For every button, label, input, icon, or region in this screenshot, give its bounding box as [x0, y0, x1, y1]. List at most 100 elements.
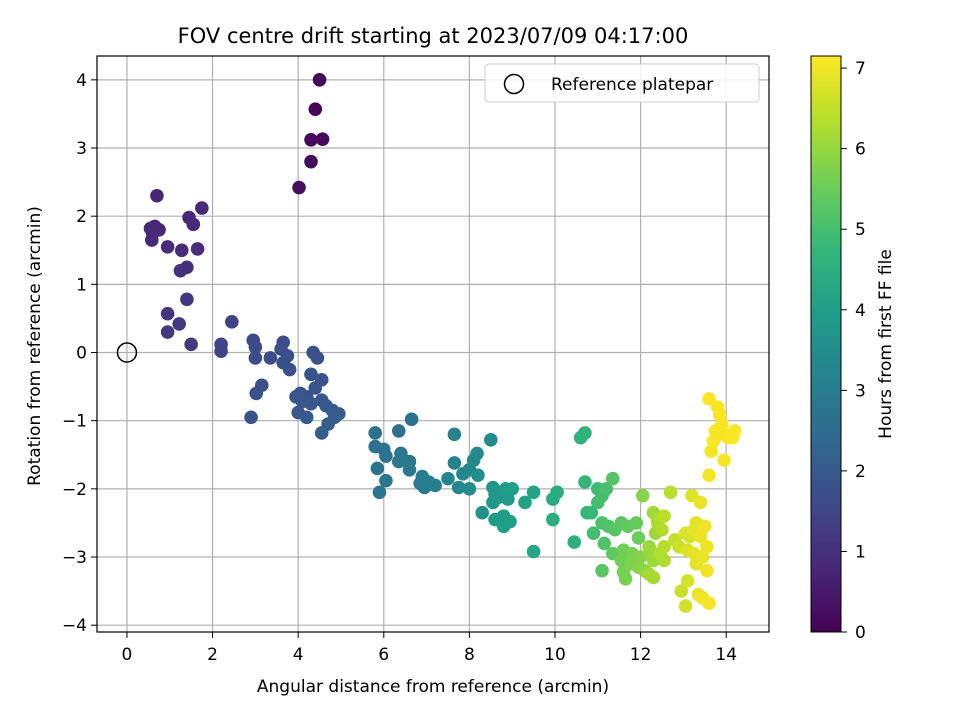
data-point [160, 325, 175, 339]
data-points [143, 73, 742, 613]
data-point [486, 495, 500, 510]
y-tick-label: −4 [62, 616, 87, 636]
data-point [248, 340, 263, 354]
data-point [447, 456, 462, 470]
data-point [404, 412, 419, 427]
data-point [483, 432, 498, 447]
data-point [657, 553, 671, 568]
data-point [526, 485, 541, 500]
legend: Reference platepar [484, 63, 760, 103]
data-point [518, 495, 532, 510]
colorbar-gradient [810, 55, 842, 633]
colorbar-tick-label: 2 [855, 462, 866, 482]
y-tick-label: 0 [76, 344, 87, 364]
y-tick-label: 1 [76, 275, 87, 295]
colorbar-tick-label: 1 [855, 542, 866, 562]
data-point [697, 519, 712, 534]
data-point [172, 317, 186, 331]
data-point [501, 492, 515, 506]
data-point [441, 471, 455, 486]
data-point [584, 505, 599, 520]
data-point [702, 596, 716, 611]
data-point [700, 563, 714, 578]
data-point [505, 482, 519, 496]
data-point [618, 572, 633, 586]
data-point [700, 539, 714, 554]
colorbar-tick-label: 0 [855, 623, 866, 643]
data-point [471, 468, 485, 483]
y-tick-label: −1 [62, 412, 87, 432]
data-point [391, 424, 406, 438]
data-point [379, 473, 393, 488]
data-point [304, 133, 318, 147]
x-tick-label: 2 [207, 645, 218, 665]
data-point [308, 381, 323, 395]
data-point [249, 386, 264, 401]
data-point [678, 599, 693, 613]
data-point [695, 550, 710, 564]
y-axis-ticks: −4 −3 −2 −1 0 1 2 3 4 [62, 71, 97, 636]
y-tick-label: −2 [62, 480, 87, 500]
data-point [372, 485, 387, 500]
x-tick-label: 14 [715, 645, 737, 665]
data-point [314, 426, 329, 440]
data-point [402, 462, 417, 477]
data-point [379, 449, 393, 463]
data-point [173, 263, 188, 278]
data-point [184, 337, 198, 352]
x-tick-label: 8 [464, 645, 475, 665]
colorbar-tick-label: 6 [855, 140, 866, 160]
data-point [144, 233, 159, 247]
data-point [195, 201, 209, 215]
data-point [299, 410, 314, 425]
y-tick-label: 4 [76, 71, 87, 91]
data-point [186, 217, 201, 232]
data-point [657, 509, 671, 523]
data-point [629, 516, 644, 530]
data-point [496, 519, 511, 534]
x-tick-label: 12 [630, 645, 652, 665]
chart-title: FOV centre drift starting at 2023/07/09 … [178, 24, 689, 48]
y-tick-label: 3 [76, 139, 87, 159]
data-point [475, 505, 490, 520]
legend-box [484, 63, 760, 103]
x-axis-label: Angular distance from reference (arcmin) [257, 677, 609, 697]
x-tick-label: 6 [378, 645, 389, 665]
data-point [308, 102, 323, 116]
data-point [282, 362, 297, 377]
y-tick-label: 2 [76, 207, 87, 227]
data-point [550, 485, 564, 500]
colorbar: 0 1 2 3 4 5 6 7 Hours from first FF file [810, 55, 896, 643]
reference-marker [116, 342, 138, 363]
data-point [631, 531, 646, 545]
data-point [704, 444, 719, 459]
reference-platepar-marker [116, 342, 138, 363]
data-point [578, 475, 592, 489]
data-point [214, 344, 228, 358]
data-point [702, 392, 716, 406]
colorbar-tick-label: 5 [855, 220, 866, 240]
data-point [578, 426, 592, 440]
data-point [693, 529, 708, 544]
data-point [657, 539, 671, 554]
axes-frame [96, 55, 770, 633]
data-point [150, 188, 164, 203]
data-point [567, 535, 582, 549]
x-tick-label: 10 [544, 645, 566, 665]
data-point [674, 584, 689, 598]
data-point [391, 454, 406, 469]
data-point [248, 351, 263, 365]
x-tick-label: 4 [293, 645, 304, 665]
data-point [646, 570, 661, 585]
colorbar-tick-label: 3 [855, 381, 866, 401]
data-point [717, 453, 731, 468]
data-point [368, 426, 383, 440]
data-point [312, 73, 327, 87]
data-point [526, 544, 541, 559]
data-point [225, 315, 239, 329]
data-point [590, 495, 605, 510]
data-point [635, 488, 650, 503]
data-point [315, 132, 330, 146]
data-point [190, 242, 205, 256]
